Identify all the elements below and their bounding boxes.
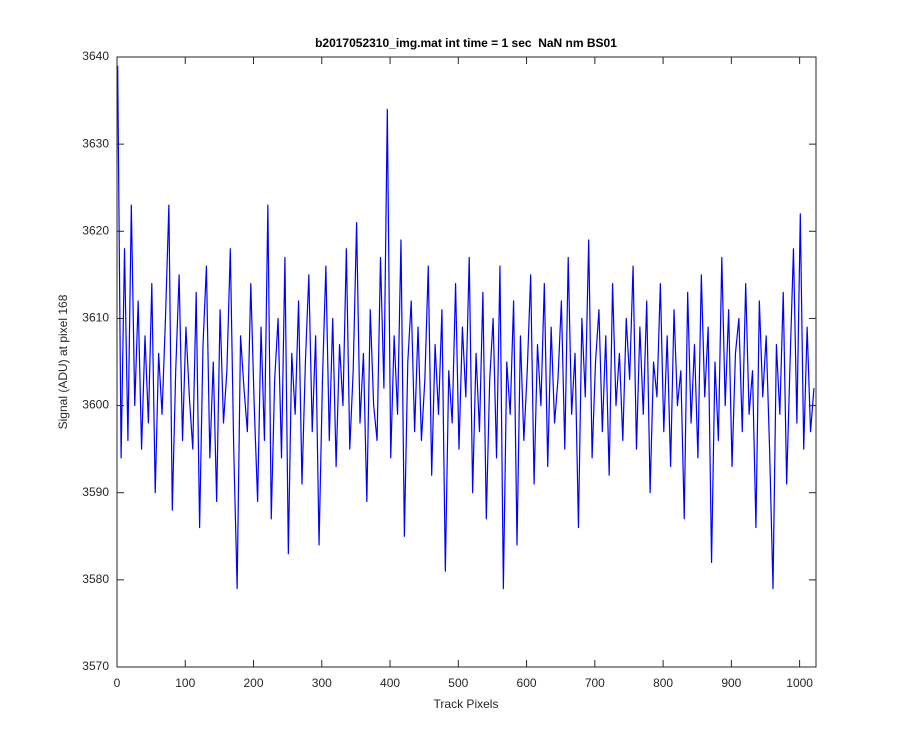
plot-area xyxy=(117,65,815,590)
y-tick-label: 3590 xyxy=(82,485,109,499)
x-tick-label: 600 xyxy=(517,676,537,690)
x-tick-label: 300 xyxy=(312,676,332,690)
x-tick-label: 0 xyxy=(114,676,121,690)
x-axis-label: Track Pixels xyxy=(434,697,499,711)
axes-box xyxy=(116,56,817,668)
y-tick-label: 3640 xyxy=(82,49,109,63)
x-tick-label: 900 xyxy=(721,676,741,690)
chart-title: b2017052310_img.mat int time = 1 sec NaN… xyxy=(315,36,617,50)
y-tick-label: 3600 xyxy=(82,398,109,412)
x-tick-label: 500 xyxy=(448,676,468,690)
y-tick-label: 3580 xyxy=(82,572,109,586)
x-tick-label: 700 xyxy=(585,676,605,690)
x-tick-label: 1000 xyxy=(786,676,813,690)
y-axis-label: Signal (ADU) at pixel 168 xyxy=(56,294,70,429)
x-tick-label: 200 xyxy=(244,676,264,690)
data-line xyxy=(117,65,815,590)
x-tick-label: 100 xyxy=(175,676,195,690)
y-tick-label: 3610 xyxy=(82,311,109,325)
x-tick-label: 800 xyxy=(653,676,673,690)
y-tick-label: 3570 xyxy=(82,659,109,673)
y-tick-label: 3620 xyxy=(82,223,109,237)
y-tick-label: 3630 xyxy=(82,136,109,150)
x-tick-label: 400 xyxy=(380,676,400,690)
